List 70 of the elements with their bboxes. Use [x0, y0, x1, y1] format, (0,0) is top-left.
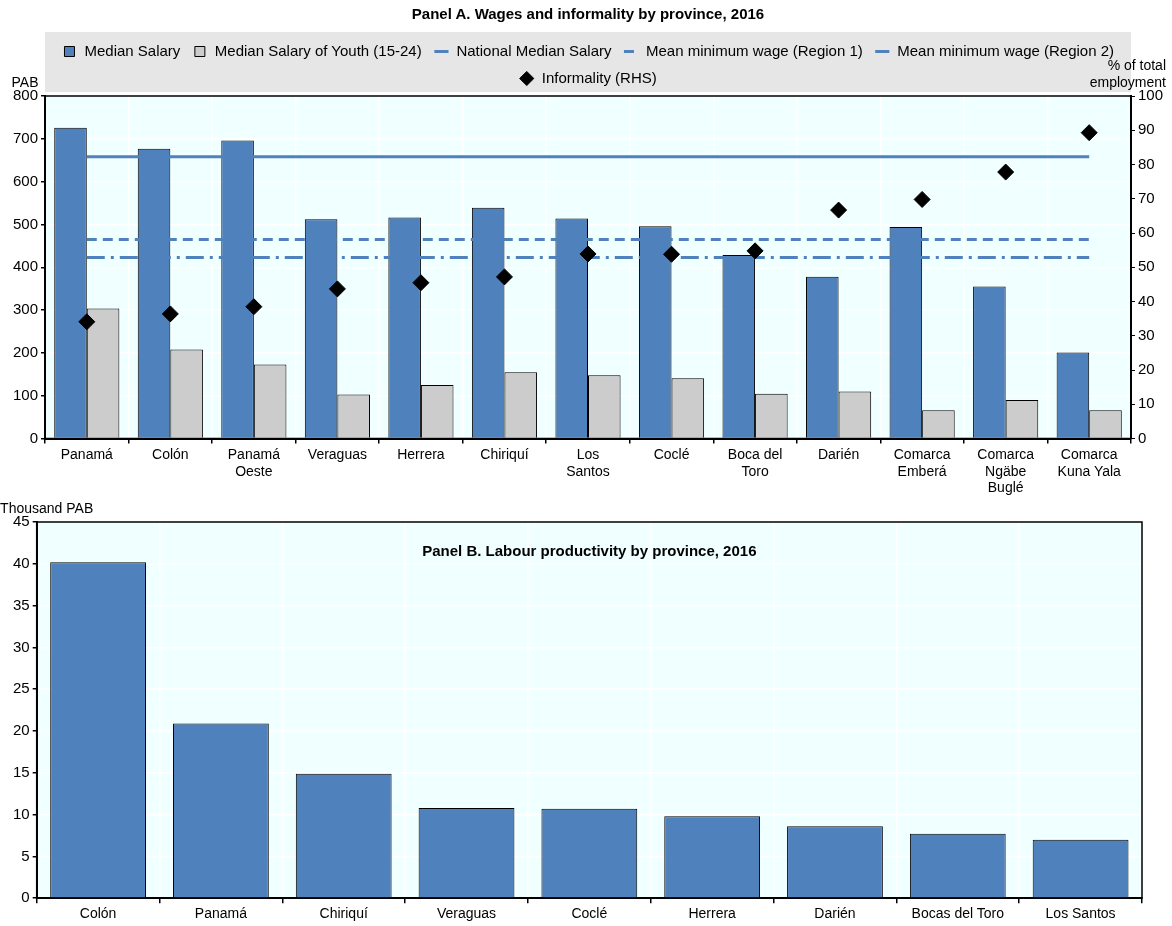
y2-tick-label: 100	[1137, 86, 1163, 104]
y-tick-label: 300	[13, 300, 39, 318]
x-tick-label: Darién	[817, 445, 860, 462]
y2-tick-label: 90	[1137, 120, 1155, 138]
y-tick-label: 15	[13, 762, 30, 780]
legend-label: Informality (RHS)	[541, 68, 657, 86]
y-tick-label: 100	[13, 385, 39, 403]
y-tick-label: 25	[13, 679, 30, 697]
legend-label: Mean minimum wage (Region 1)	[646, 41, 863, 59]
y-tick-label: 40	[13, 553, 30, 571]
point	[161, 305, 179, 323]
y2-tick-label: 80	[1137, 154, 1155, 172]
y-tick-label: 200	[13, 343, 39, 361]
y-tick-label: 500	[13, 214, 39, 232]
x-tick-label: Los Santos	[566, 445, 610, 479]
x-tick-label: Colón	[79, 905, 117, 922]
x-tick-label: Veraguas	[436, 905, 497, 922]
x-tick-label: Veraguas	[307, 445, 367, 462]
y2-tick-label: 10	[1137, 394, 1155, 412]
x-tick-label: Herrera	[397, 445, 445, 462]
x-tick-label: Colón	[152, 445, 189, 462]
x-tick-label: Panamá Oeste	[227, 445, 281, 479]
x-tick-label: Chiriquí	[319, 905, 368, 922]
point	[579, 245, 597, 263]
y-tick-label: 0	[21, 888, 30, 906]
point	[663, 245, 681, 263]
x-tick-label: Comarca Ngäbe Buglé	[977, 445, 1035, 496]
x-tick-label: Coclé	[571, 905, 608, 922]
y2-tick-label: 70	[1137, 188, 1155, 206]
y2-tick-label: 40	[1137, 291, 1155, 309]
y-tick-label: 600	[13, 171, 39, 189]
y-tick-label: 35	[13, 595, 30, 613]
point	[245, 298, 263, 316]
y2-tick-label: 60	[1137, 223, 1155, 241]
point	[997, 163, 1015, 181]
legend-label: Median Salary	[84, 41, 181, 59]
y-tick-label: 5	[21, 846, 30, 864]
x-tick-label: Coclé	[653, 445, 690, 462]
y-tick-label: 30	[13, 637, 30, 655]
x-tick-label: Chiriquí	[480, 445, 529, 462]
point	[913, 190, 931, 208]
y-tick-label: 700	[13, 128, 39, 146]
point	[78, 313, 96, 331]
y2-tick-label: 20	[1137, 360, 1155, 378]
x-tick-label: Panamá	[60, 445, 114, 462]
point	[1080, 124, 1098, 142]
y-tick-label: 0	[29, 428, 39, 446]
point	[746, 242, 764, 260]
x-tick-label: Darién	[814, 905, 856, 922]
x-tick-label: Bocas del Toro	[911, 905, 1005, 922]
x-tick-label: Panamá	[194, 905, 248, 922]
x-tick-label: Los Santos	[1045, 905, 1116, 922]
y2-tick-label: 30	[1137, 325, 1155, 343]
x-tick-label: Comarca Emberá	[893, 445, 951, 479]
point	[830, 201, 848, 219]
y2-tick-label: 50	[1137, 257, 1155, 275]
legend-label: National Median Salary	[456, 41, 613, 59]
y-tick-label: 20	[13, 721, 30, 739]
x-tick-label: Boca del Toro	[727, 445, 783, 479]
text: Panel B. Labour productivity by province, 2016	[422, 541, 757, 559]
y2-tick-label: 0	[1137, 428, 1147, 446]
chart-title: Panel A. Wages and informality by province, 2016	[411, 5, 765, 23]
point	[412, 274, 430, 292]
x-tick-label: Herrera	[688, 905, 737, 922]
point	[328, 280, 346, 298]
x-tick-label: Comarca Kuna Yala	[1057, 445, 1122, 479]
y-tick-label: 10	[13, 804, 30, 822]
legend-label: Median Salary of Youth (15-24)	[214, 41, 422, 59]
point	[495, 268, 513, 286]
y-tick-label: 400	[13, 257, 39, 275]
